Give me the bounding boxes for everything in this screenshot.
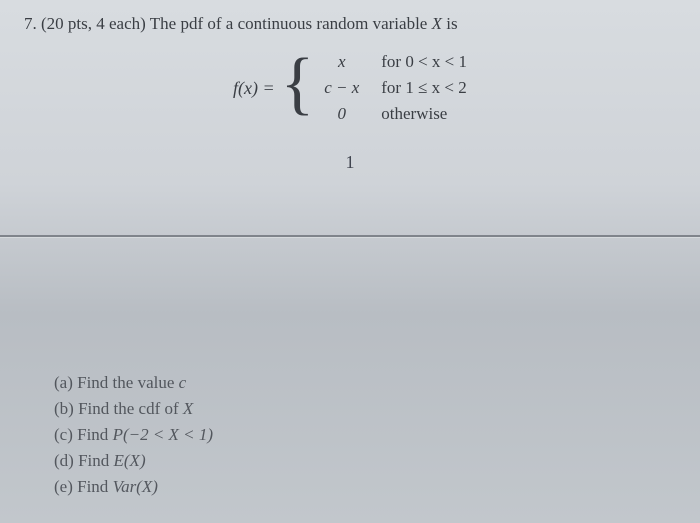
pdf-definition: f(x) = { x for 0 < x < 1 c − x for 1 ≤ x… (24, 52, 676, 124)
part-label: (c) (54, 425, 73, 444)
part-tail: P(−2 < X < 1) (113, 425, 214, 444)
part-text: Find the value (77, 373, 174, 392)
question-tail: is (446, 14, 457, 33)
question-text: The pdf of a continuous random variable (150, 14, 428, 33)
part-c: (c) Find P(−2 < X < 1) (54, 425, 213, 445)
brace-icon: { (281, 56, 315, 112)
question-stem: 7. (20 pts, 4 each) The pdf of a continu… (24, 14, 676, 34)
part-text: Find (78, 451, 109, 470)
part-tail: E(X) (114, 451, 146, 470)
part-tail: Var(X) (113, 477, 158, 496)
question-header: 7. (20 pts, 4 each) The pdf of a continu… (0, 0, 700, 173)
part-label: (b) (54, 399, 74, 418)
pdf-lhs: f(x) = (233, 78, 275, 99)
part-text: Find (77, 477, 108, 496)
part-label: (a) (54, 373, 73, 392)
question-number: 7. (24, 14, 37, 33)
part-text: Find the cdf of (78, 399, 179, 418)
divider-line (0, 235, 700, 237)
question-variable: X (432, 14, 442, 33)
question-points: (20 pts, 4 each) (41, 14, 146, 33)
part-d: (d) Find E(X) (54, 451, 213, 471)
case-value: c − x (324, 78, 359, 98)
extra-label: 1 (24, 152, 676, 173)
part-b: (b) Find the cdf of X (54, 399, 213, 419)
part-text: Find (77, 425, 108, 444)
part-label: (d) (54, 451, 74, 470)
part-label: (e) (54, 477, 73, 496)
case-condition: otherwise (381, 104, 467, 124)
pdf-cases: x for 0 < x < 1 c − x for 1 ≤ x < 2 0 ot… (324, 52, 467, 124)
case-value: x (324, 52, 359, 72)
part-a: (a) Find the value c (54, 373, 213, 393)
subparts-list: (a) Find the value c (b) Find the cdf of… (54, 367, 213, 503)
part-e: (e) Find Var(X) (54, 477, 213, 497)
case-condition: for 1 ≤ x < 2 (381, 78, 467, 98)
part-tail: c (179, 373, 187, 392)
case-value: 0 (324, 104, 359, 124)
case-condition: for 0 < x < 1 (381, 52, 467, 72)
part-tail: X (183, 399, 193, 418)
